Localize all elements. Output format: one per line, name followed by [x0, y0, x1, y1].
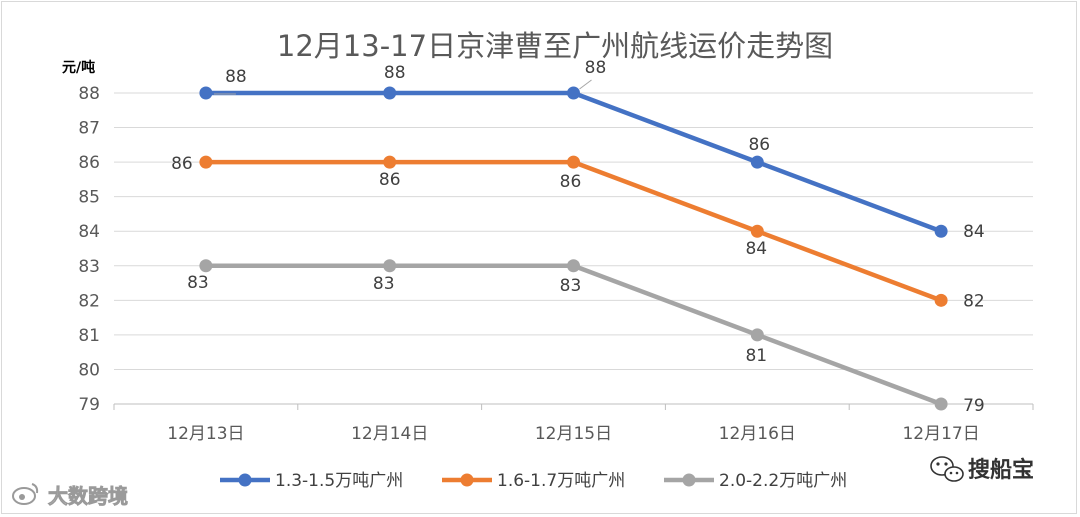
x-tick-label: 12月14日 — [351, 424, 428, 444]
legend-swatch-marker — [460, 473, 474, 487]
watermark-left-text: 大数跨境 — [48, 484, 128, 508]
series-lines — [199, 86, 948, 411]
legend-item-3: 2.0-2.2万吨广州 — [664, 471, 847, 491]
wechat-icon — [930, 456, 964, 482]
y-axis-label: 元/吨 — [62, 59, 95, 76]
data-label: 86 — [560, 172, 582, 192]
x-tick-label: 12月17日 — [902, 424, 979, 444]
data-label: 86 — [171, 154, 193, 174]
data-label: 88 — [585, 58, 607, 78]
data-label: 86 — [379, 170, 401, 190]
data-point — [383, 155, 397, 169]
data-label: 83 — [373, 274, 395, 294]
data-point — [934, 224, 948, 238]
legend-label: 2.0-2.2万吨广州 — [719, 471, 847, 491]
watermark-right-text: 搜船宝 — [968, 457, 1034, 483]
data-label: 83 — [560, 276, 582, 296]
data-label: 84 — [745, 239, 767, 259]
y-tick-label: 88 — [78, 84, 100, 104]
data-label: 79 — [963, 396, 985, 416]
data-label: 86 — [748, 135, 770, 155]
legend-item-1: 1.3-1.5万吨广州 — [220, 471, 403, 491]
y-tick-label: 85 — [78, 188, 100, 208]
data-point — [199, 155, 213, 169]
y-tick-label: 86 — [78, 153, 100, 173]
legend-label: 1.3-1.5万吨广州 — [275, 471, 403, 491]
weibo-icon — [12, 483, 39, 505]
data-label: 83 — [187, 273, 209, 293]
legend-swatch-marker — [682, 473, 696, 487]
label-leader-line — [579, 79, 592, 90]
data-point — [383, 86, 397, 100]
y-tick-label: 87 — [78, 119, 100, 139]
y-tick-label: 82 — [78, 291, 100, 311]
legend-label: 1.6-1.7万吨广州 — [497, 471, 625, 491]
data-point — [199, 86, 213, 100]
data-label: 81 — [745, 346, 767, 366]
y-tick-label: 84 — [78, 222, 100, 242]
gridlines — [114, 92, 1033, 370]
y-tick-label: 83 — [78, 257, 100, 277]
data-point — [934, 397, 948, 411]
data-point — [199, 259, 213, 273]
data-point — [567, 259, 580, 273]
chart-title: 12月13-17日京津曹至广州航线运价走势图 — [277, 29, 833, 63]
data-point — [567, 155, 580, 169]
x-tick-label: 12月13日 — [167, 424, 244, 444]
y-tick-label: 80 — [78, 360, 100, 380]
data-point — [750, 224, 764, 238]
legend-item-2: 1.6-1.7万吨广州 — [442, 471, 625, 491]
y-tick-label: 79 — [78, 395, 100, 415]
data-labels: 88 88 88 86 84 86 86 86 84 82 83 83 83 81 79 — [171, 58, 985, 416]
data-point — [383, 259, 397, 273]
watermark-right: 搜船宝 — [930, 456, 1034, 483]
data-point — [750, 328, 764, 342]
data-label: 82 — [963, 291, 985, 311]
data-point — [567, 86, 580, 100]
data-label: 84 — [963, 222, 985, 242]
x-tick-label: 12月16日 — [719, 424, 796, 444]
data-point — [750, 155, 764, 169]
y-axis-ticks: 88 87 86 85 84 83 82 81 80 79 — [78, 84, 100, 415]
legend: 1.3-1.5万吨广州 1.6-1.7万吨广州 2.0-2.2万吨广州 — [220, 471, 847, 491]
data-label: 88 — [225, 67, 247, 87]
data-label: 88 — [384, 63, 406, 83]
y-tick-label: 81 — [78, 326, 100, 346]
legend-swatch-marker — [238, 473, 252, 487]
data-point — [934, 293, 948, 307]
watermark-left: 大数跨境 — [12, 483, 128, 508]
x-tick-label: 12月15日 — [535, 424, 612, 444]
x-axis: 12月13日 12月14日 12月15日 12月16日 12月17日 — [113, 403, 1034, 444]
